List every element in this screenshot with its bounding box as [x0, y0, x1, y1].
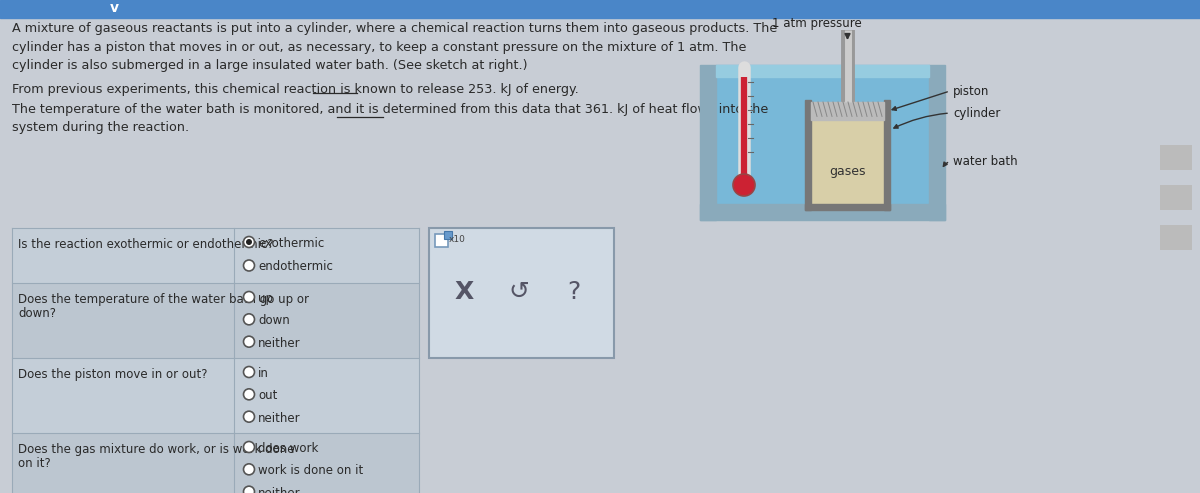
Text: Is the reaction exothermic or endothermic?: Is the reaction exothermic or endothermi…: [18, 238, 274, 251]
Bar: [700, 204, 946, 220]
Bar: [716, 65, 929, 77]
Text: in: in: [258, 367, 269, 380]
Text: neither: neither: [258, 337, 301, 350]
Circle shape: [244, 291, 254, 303]
Circle shape: [244, 411, 254, 422]
Circle shape: [244, 237, 254, 247]
Text: ?: ?: [568, 280, 581, 304]
Circle shape: [246, 239, 252, 245]
Bar: [805, 204, 890, 210]
Bar: [12, 283, 419, 358]
Text: neither: neither: [258, 412, 301, 424]
Bar: [1160, 225, 1192, 250]
Text: work is done on it: work is done on it: [258, 464, 364, 477]
Text: ↺: ↺: [509, 280, 529, 304]
Text: Does the piston move in or out?: Does the piston move in or out?: [18, 368, 208, 381]
Text: From previous experiments, this chemical reaction is known to release 253. kJ of: From previous experiments, this chemical…: [12, 83, 578, 96]
Text: Does the gas mixture do work, or is work done: Does the gas mixture do work, or is work…: [18, 443, 294, 456]
Circle shape: [244, 260, 254, 271]
Text: A mixture of gaseous reactants is put into a cylinder, where a chemical reaction: A mixture of gaseous reactants is put in…: [12, 22, 778, 72]
Text: v: v: [110, 1, 119, 15]
Text: x10: x10: [449, 235, 466, 244]
Bar: [436, 234, 448, 247]
Bar: [444, 231, 452, 239]
Text: X: X: [455, 280, 474, 304]
Bar: [0, 0, 1200, 18]
Circle shape: [244, 464, 254, 475]
Circle shape: [244, 336, 254, 347]
Circle shape: [244, 366, 254, 378]
Text: The temperature of the water bath is monitored, and it is determined from this d: The temperature of the water bath is mon…: [12, 103, 768, 135]
Bar: [1160, 145, 1192, 170]
Bar: [12, 228, 419, 283]
Text: endothermic: endothermic: [258, 260, 332, 274]
Text: Does the temperature of the water bath go up or: Does the temperature of the water bath g…: [18, 293, 310, 306]
Circle shape: [734, 175, 754, 195]
Circle shape: [244, 389, 254, 400]
Text: gases: gases: [829, 166, 865, 178]
Text: down: down: [258, 315, 289, 327]
Circle shape: [244, 486, 254, 493]
Text: 1 atm pressure: 1 atm pressure: [772, 17, 862, 30]
Text: cylinder: cylinder: [953, 107, 1001, 120]
Bar: [12, 228, 419, 493]
Text: neither: neither: [258, 487, 301, 493]
Bar: [700, 65, 716, 220]
Text: out: out: [258, 389, 277, 402]
Bar: [884, 100, 890, 210]
Circle shape: [244, 442, 254, 453]
Bar: [929, 65, 946, 220]
Bar: [430, 228, 614, 358]
Bar: [811, 102, 884, 120]
Bar: [1160, 185, 1192, 210]
Bar: [805, 100, 811, 210]
Text: down?: down?: [18, 307, 56, 320]
Bar: [811, 120, 884, 204]
Bar: [12, 433, 419, 493]
Text: up: up: [258, 292, 274, 305]
Circle shape: [244, 314, 254, 325]
Text: water bath: water bath: [953, 155, 1018, 168]
Text: piston: piston: [953, 85, 989, 98]
Text: exothermic: exothermic: [258, 237, 324, 250]
Text: does work: does work: [258, 442, 318, 455]
Bar: [12, 358, 419, 433]
Text: on it?: on it?: [18, 457, 50, 470]
Bar: [716, 65, 929, 204]
